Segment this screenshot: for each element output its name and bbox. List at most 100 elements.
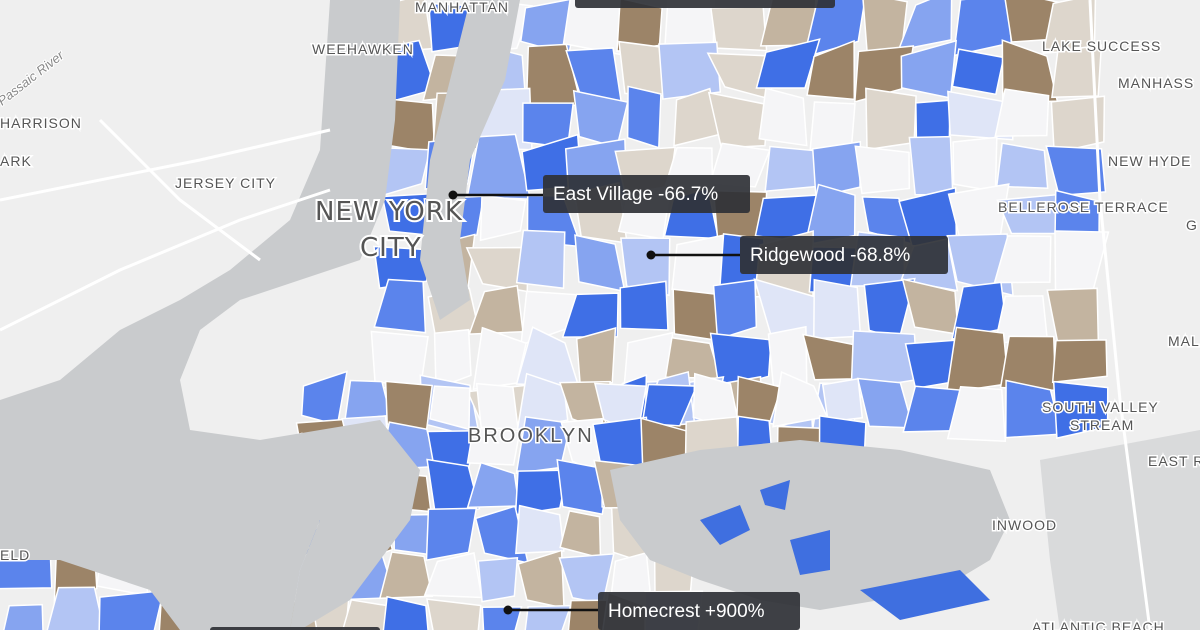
place-label: CITY [360,233,422,263]
neighborhood [426,598,482,630]
place-label: NEW HYDE [1108,153,1191,169]
neighborhood [908,135,954,196]
neighborhood [515,504,565,555]
neighborhood [373,278,427,334]
neighborhood [952,136,998,193]
neighborhood [804,183,856,246]
neighborhood [514,469,569,516]
neighborhood [641,383,698,427]
place-label: G [1186,217,1198,233]
neighborhood [1050,95,1106,154]
callout-label: Ridgewood -68.8% [750,245,910,266]
neighborhood [1051,44,1103,99]
callout-change: -68.8% [850,245,910,266]
callout-box [575,0,835,8]
neighborhood [477,556,519,603]
neighborhood [1052,380,1109,440]
place-label: HARRISON [0,115,82,131]
place-label: MANHASS [1118,75,1194,91]
neighborhood [811,140,862,199]
neighborhood [561,292,619,338]
callout-name: Homecrest [608,601,701,622]
place-label: BELLEROSE TERRACE [998,199,1169,215]
callout-name: Ridgewood [750,245,845,266]
neighborhood [951,48,1005,96]
island [860,570,990,620]
neighborhood [382,595,429,630]
neighborhood [3,603,44,630]
neighborhood [658,41,722,100]
neighborhood [709,332,772,391]
neighborhood [1051,339,1108,384]
neighborhood [897,0,953,52]
neighborhood [821,377,864,423]
neighborhood [575,327,617,388]
neighborhood [946,385,1007,442]
place-label: NEW YORK [315,197,463,227]
neighborhood [46,586,105,630]
neighborhood [993,235,1052,284]
neighborhood [994,88,1050,137]
island [760,480,790,510]
callout-box [210,627,380,630]
neighborhood [341,599,395,630]
neighborhood [809,101,856,151]
neighborhood [626,85,662,149]
neighborhood [466,427,521,466]
callout-dot [646,250,656,260]
neighborhood [378,551,434,600]
neighborhood [433,328,472,390]
neighborhood [429,385,471,431]
neighborhood [755,38,821,89]
road [0,128,331,202]
neighborhood [758,87,808,147]
neighborhood [370,330,429,387]
callout-change: +900% [705,601,765,622]
neighborhood [995,142,1049,190]
place-label: INWOOD [992,517,1057,533]
callout-dot [503,605,513,615]
island [700,505,750,545]
islands [700,480,990,620]
place-label: ATLANTIC BEACH [1032,619,1165,630]
neighborhood [712,279,758,341]
neighborhood [710,6,768,52]
place-label: BROOKLYN [468,425,594,447]
callouts: East Village -66.7% Ridgewood -68.8% Homecre… [448,175,948,630]
roads [0,0,1152,630]
place-label: EAST R [1148,453,1200,469]
harbor [0,0,400,630]
callout-box [598,592,800,630]
place-label: MAL [1168,333,1200,349]
neighborhood [425,507,478,561]
neighborhood [764,145,820,193]
road [1088,0,1152,630]
neighborhood [854,145,911,195]
jamaica-bay [610,440,1010,610]
east-water [1040,430,1200,630]
callout-box [740,236,948,274]
neighborhood [426,458,481,517]
road [98,118,261,262]
callout-dot [448,190,458,200]
neighborhood [98,589,165,630]
east-river [420,0,520,320]
neighborhood [344,379,392,421]
callout-label: East Village -66.7% [553,184,718,205]
neighborhood [707,91,769,149]
neighborhood [1045,145,1107,197]
place-label: LAKE SUCCESS [1042,38,1161,54]
place-label: ELD [0,547,30,563]
neighborhood [620,237,671,297]
neighborhood [516,372,569,431]
neighborhood [556,458,610,516]
neighborhood [865,87,917,151]
place-label: JERSEY CITY [175,175,276,191]
place-label: STREAM [1070,417,1134,433]
place-label: SOUTH VALLEY [1042,399,1159,415]
island [790,530,830,575]
neighborhood [475,382,519,430]
neighborhood [479,194,527,242]
